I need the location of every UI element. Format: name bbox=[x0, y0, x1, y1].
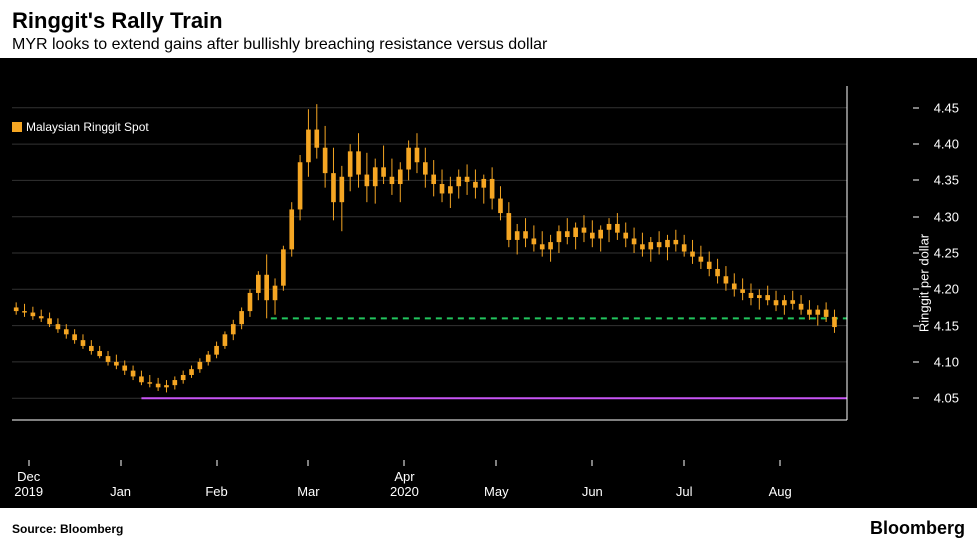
source-text: Source: Bloomberg bbox=[12, 522, 123, 536]
y-tick-label: 4.45 bbox=[934, 100, 959, 115]
chart-title: Ringgit's Rally Train bbox=[12, 8, 965, 34]
y-tick-mark bbox=[913, 216, 919, 217]
y-tick-label: 4.35 bbox=[934, 173, 959, 188]
y-tick-mark bbox=[913, 107, 919, 108]
y-tick-label: 4.15 bbox=[934, 318, 959, 333]
chart-subtitle: MYR looks to extend gains after bullishl… bbox=[12, 36, 965, 54]
y-tick-label: 4.10 bbox=[934, 354, 959, 369]
x-tick-label: May bbox=[484, 484, 509, 500]
plot-svg bbox=[12, 78, 912, 468]
x-tick-mark bbox=[28, 460, 29, 466]
chart-area: Malaysian Ringgit Spot Ringgit per dolla… bbox=[0, 58, 977, 508]
x-tick-mark bbox=[308, 460, 309, 466]
x-tick-mark bbox=[780, 460, 781, 466]
header: Ringgit's Rally Train MYR looks to exten… bbox=[0, 0, 977, 58]
x-tick-label: Aug bbox=[769, 484, 792, 500]
y-tick-mark bbox=[913, 144, 919, 145]
footer: Source: Bloomberg Bloomberg bbox=[0, 508, 977, 549]
x-tick-mark bbox=[684, 460, 685, 466]
y-tick-mark bbox=[913, 180, 919, 181]
y-tick-mark bbox=[913, 398, 919, 399]
legend-label: Malaysian Ringgit Spot bbox=[26, 120, 149, 134]
x-tick-mark bbox=[216, 460, 217, 466]
y-tick-mark bbox=[913, 325, 919, 326]
y-tick-label: 4.40 bbox=[934, 137, 959, 152]
y-tick-label: 4.05 bbox=[934, 391, 959, 406]
legend-swatch bbox=[12, 122, 22, 132]
x-tick-label: Mar bbox=[297, 484, 319, 500]
x-tick-mark bbox=[120, 460, 121, 466]
chart-container: Ringgit's Rally Train MYR looks to exten… bbox=[0, 0, 977, 549]
x-tick-label: Feb bbox=[205, 484, 227, 500]
x-tick-label: Dec2019 bbox=[14, 469, 43, 500]
legend: Malaysian Ringgit Spot bbox=[12, 120, 149, 134]
x-tick-mark bbox=[496, 460, 497, 466]
y-tick-label: 4.25 bbox=[934, 246, 959, 261]
x-tick-mark bbox=[592, 460, 593, 466]
y-tick-mark bbox=[913, 361, 919, 362]
y-tick-label: 4.30 bbox=[934, 209, 959, 224]
y-tick-mark bbox=[913, 253, 919, 254]
y-tick-label: 4.20 bbox=[934, 282, 959, 297]
y-axis-label: Ringgit per dollar bbox=[916, 234, 931, 332]
x-tick-label: Jul bbox=[676, 484, 693, 500]
y-tick-mark bbox=[913, 289, 919, 290]
x-tick-label: Jan bbox=[110, 484, 131, 500]
x-tick-label: Apr2020 bbox=[390, 469, 419, 500]
x-tick-mark bbox=[404, 460, 405, 466]
brand-text: Bloomberg bbox=[870, 518, 965, 539]
x-tick-label: Jun bbox=[582, 484, 603, 500]
